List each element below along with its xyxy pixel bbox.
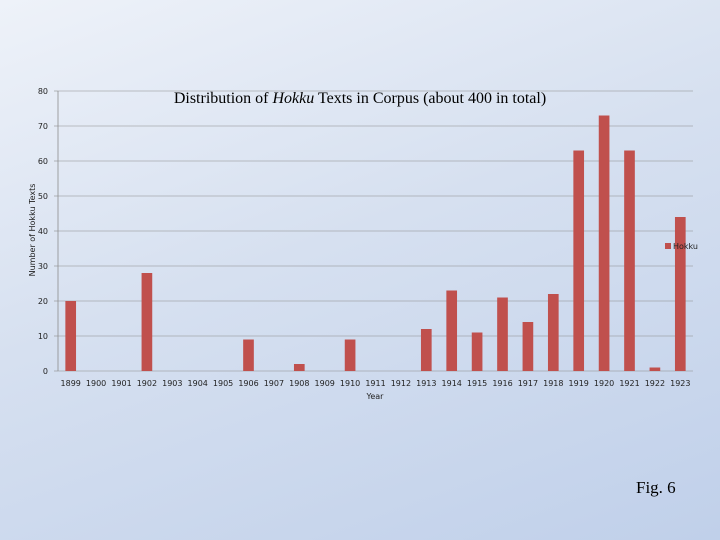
y-tick-label: 60: [38, 157, 48, 166]
bar: [420, 329, 432, 371]
x-tick-label: 1918: [543, 379, 563, 388]
y-axis-ticks: 0 10 20 30 40 50 60 70 80: [38, 87, 48, 376]
y-tick-label: 80: [38, 87, 48, 96]
bar: [547, 294, 559, 371]
y-tick-label: 10: [38, 332, 48, 341]
x-tick-label: 1899: [61, 379, 81, 388]
x-tick-label: 1911: [365, 379, 385, 388]
bar: [344, 339, 356, 371]
bar: [598, 115, 610, 371]
x-tick-label: 1904: [188, 379, 208, 388]
chart-title: Distribution of Hokku Texts in Corpus (a…: [174, 90, 546, 107]
x-tick-label: 1914: [442, 379, 462, 388]
x-tick-label: 1909: [315, 379, 335, 388]
x-tick-label: 1922: [645, 379, 665, 388]
y-tick-label: 70: [38, 122, 48, 131]
x-tick-label: 1901: [111, 379, 131, 388]
x-axis-label: Year: [366, 392, 385, 401]
bar: [522, 322, 534, 371]
x-tick-label: 1908: [289, 379, 309, 388]
x-tick-label: 1913: [416, 379, 436, 388]
legend: Hokku: [665, 242, 698, 251]
y-axis-label: Number of Hokku Texts: [28, 184, 37, 277]
x-tick-label: 1902: [137, 379, 157, 388]
y-tick-label: 0: [43, 367, 48, 376]
bar: [141, 273, 153, 371]
legend-label: Hokku: [673, 242, 698, 251]
bar: [497, 297, 508, 371]
x-axis-ticks: 1899 1900 1901 1902 1903 1904 1905 1906 1907 1908…: [61, 379, 691, 388]
bar: [65, 301, 77, 371]
y-tick-label: 50: [38, 192, 48, 201]
bar: [573, 150, 585, 371]
bar: [243, 339, 254, 371]
bar: [624, 150, 635, 371]
x-tick-label: 1900: [86, 379, 106, 388]
bar: [649, 367, 661, 371]
bar: [471, 332, 483, 371]
x-tick-label: 1903: [162, 379, 182, 388]
x-tick-label: 1905: [213, 379, 233, 388]
x-tick-label: 1917: [518, 379, 538, 388]
y-tick-label: 20: [38, 297, 48, 306]
x-tick-label: 1919: [569, 379, 589, 388]
bar: [293, 364, 305, 371]
grid-lines: [54, 90, 693, 372]
x-tick-label: 1915: [467, 379, 487, 388]
bar: [446, 290, 458, 371]
x-tick-label: 1912: [391, 379, 411, 388]
x-tick-label: 1907: [264, 379, 284, 388]
y-tick-label: 30: [38, 262, 48, 271]
x-tick-label: 1920: [594, 379, 614, 388]
x-tick-label: 1923: [670, 379, 690, 388]
bar: [674, 217, 686, 371]
x-tick-label: 1921: [619, 379, 639, 388]
figure-label: Fig. 6: [636, 478, 676, 497]
x-tick-label: 1906: [238, 379, 258, 388]
y-tick-label: 40: [38, 227, 48, 236]
x-tick-label: 1910: [340, 379, 360, 388]
bars: [65, 115, 686, 371]
x-tick-label: 1916: [492, 379, 512, 388]
legend-swatch: [665, 243, 671, 249]
